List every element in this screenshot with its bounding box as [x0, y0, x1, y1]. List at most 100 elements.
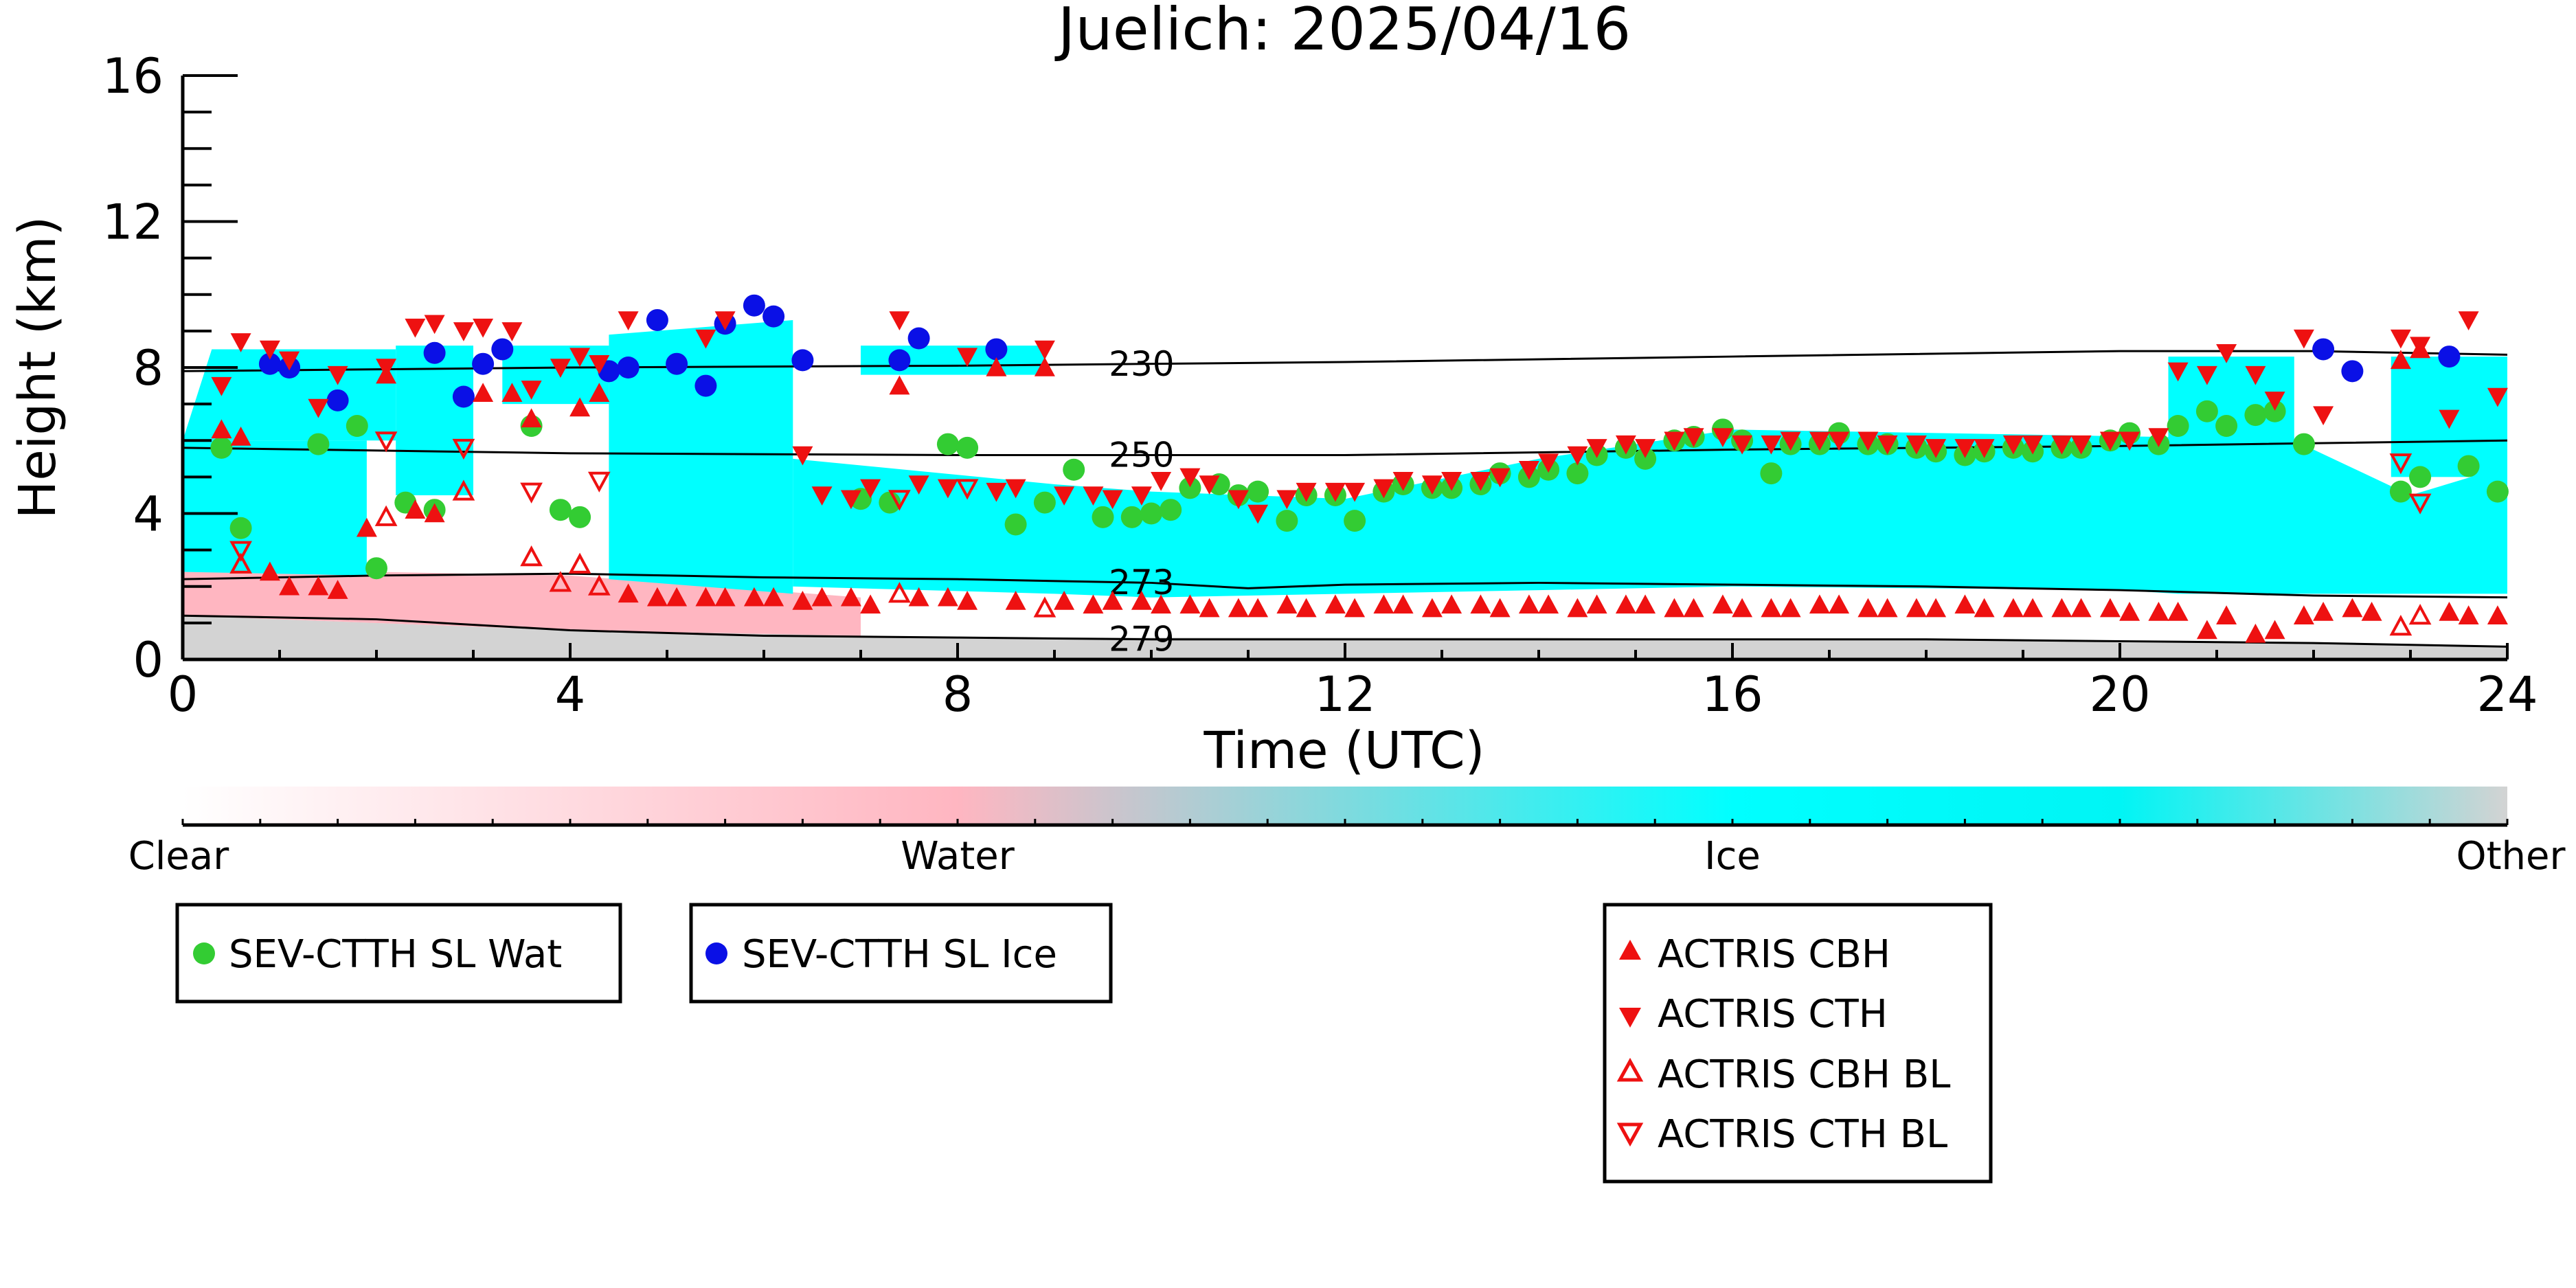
data-point — [1567, 598, 1588, 618]
data-point — [1373, 479, 1394, 499]
colorbar-gradient — [183, 787, 2507, 825]
data-point — [743, 587, 765, 607]
data-point — [423, 341, 446, 364]
data-point — [1760, 462, 1783, 485]
data-point — [1054, 591, 1075, 610]
series-actris-cth — [211, 311, 2508, 524]
data-point — [743, 294, 765, 317]
data-point — [1199, 475, 1220, 495]
data-point — [1276, 510, 1298, 532]
data-point — [374, 505, 398, 526]
data-point — [2389, 614, 2413, 636]
y-tick-label: 4 — [133, 486, 163, 543]
legend-cbh-bl-label: ACTRIS CBH BL — [1658, 1052, 1950, 1097]
data-point — [229, 517, 252, 539]
data-point — [1324, 594, 1346, 614]
data-point — [1102, 591, 1123, 610]
data-point — [1954, 594, 1976, 614]
data-point — [1151, 471, 1172, 491]
data-point — [1780, 431, 1801, 451]
data-point — [1538, 594, 1559, 614]
data-point — [1906, 598, 1927, 618]
series-actris-cbh-bl — [229, 479, 2432, 636]
data-point — [762, 305, 785, 328]
colorbar-label-other: Other — [2456, 834, 2566, 879]
data-point — [2292, 433, 2315, 455]
data-point — [587, 471, 611, 493]
data-point — [2390, 329, 2411, 349]
data-point — [424, 503, 445, 523]
data-point — [957, 591, 978, 610]
data-point — [2051, 598, 2072, 618]
data-point — [666, 352, 688, 375]
data-point — [1344, 510, 1366, 532]
data-point — [1518, 594, 1539, 614]
data-point — [549, 499, 572, 521]
data-point — [1092, 506, 1114, 528]
data-point — [1615, 435, 1636, 455]
data-point — [1004, 513, 1027, 536]
data-point — [2119, 601, 2140, 621]
data-point — [1634, 447, 1657, 470]
data-point — [1344, 598, 1366, 618]
data-point — [1247, 480, 1269, 503]
axes: 0 4 8 12 16 0 4 8 12 16 20 24 — [102, 48, 2538, 723]
data-point — [2022, 435, 2044, 455]
data-point — [1054, 486, 1075, 506]
data-point — [1470, 594, 1491, 614]
data-point — [646, 587, 668, 607]
data-point — [405, 499, 426, 519]
colorbar: Clear Water Ice Other — [128, 787, 2566, 879]
data-point — [229, 541, 252, 562]
data-point — [2196, 365, 2217, 385]
data-point — [791, 349, 814, 372]
data-point — [1470, 471, 1491, 491]
colorbar-label-water: Water — [901, 834, 1015, 879]
data-point — [2216, 344, 2237, 363]
data-point — [1247, 504, 1269, 524]
data-point — [1247, 598, 1269, 618]
legend-cbh-bl-marker — [1616, 1057, 1644, 1082]
data-point — [549, 571, 572, 592]
data-point — [1324, 482, 1346, 502]
data-point — [1906, 435, 1927, 455]
legend-actris: ACTRIS CBH ACTRIS CTH ACTRIS CBH BL ACTR… — [1603, 903, 1993, 1184]
x-axis-label: Time (UTC) — [1203, 721, 1484, 780]
contour-279 — [183, 614, 2507, 648]
data-point — [521, 408, 542, 428]
data-point — [1131, 486, 1152, 506]
data-point — [840, 587, 861, 607]
legend-cth-bl-marker — [1616, 1122, 1644, 1147]
data-point — [307, 433, 330, 455]
data-point — [473, 318, 494, 338]
data-point — [1664, 598, 1685, 618]
data-point — [2264, 392, 2285, 411]
data-point — [1857, 598, 1879, 618]
data-point — [2119, 431, 2140, 451]
y-axis-label: Height (km) — [8, 216, 67, 519]
data-point — [589, 354, 610, 374]
data-point — [405, 318, 426, 338]
data-point — [1373, 594, 1394, 614]
data-point — [229, 552, 252, 574]
data-point — [1034, 357, 1055, 376]
data-point — [1005, 591, 1026, 610]
data-point — [811, 587, 833, 607]
data-point — [568, 552, 591, 574]
series-actris-cbh — [211, 339, 2508, 643]
data-point — [376, 359, 397, 378]
data-point — [308, 576, 329, 596]
data-point — [365, 557, 387, 580]
data-point — [1974, 439, 1995, 458]
legend-wat-marker — [193, 942, 215, 964]
x-tick-label: 20 — [2089, 666, 2150, 723]
legend-sev-wat: SEV-CTTH SL Wat — [175, 903, 622, 1004]
y-tick-label: 0 — [133, 632, 163, 688]
data-point — [907, 327, 930, 350]
data-point — [2293, 329, 2314, 349]
data-point — [763, 587, 784, 607]
data-point — [452, 385, 475, 408]
data-point — [2342, 598, 2363, 618]
y-ticks: 0 4 8 12 16 — [102, 48, 238, 688]
